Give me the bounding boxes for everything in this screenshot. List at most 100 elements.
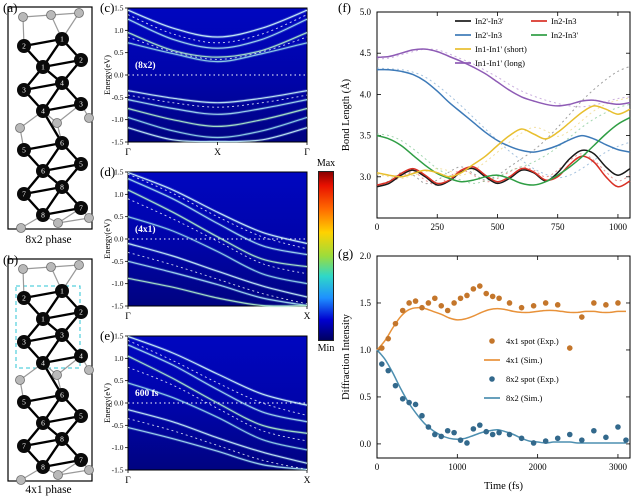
substrate-atoms [15,8,94,233]
svg-text:3: 3 [22,338,26,347]
x-axis: 0 1000 2000 3000 [375,256,628,472]
band-structure-svg-600fs: 1.5 1.0 0.5 0.0 -0.5 -1.0 -1.5Γ X Energy(eV) 600 … [102,332,311,487]
structure-8x2-svg: 2 1 1 2 3 4 4 3 5 6 6 5 7 8 8 7 [7,6,94,233]
svg-text:Time (fs): Time (fs) [484,481,523,492]
svg-text:-0.5: -0.5 [112,93,124,102]
colorbar-min-label: Min [317,343,335,354]
svg-text:0: 0 [375,222,380,232]
svg-text:600 fs: 600 fs [135,389,159,399]
svg-text:0.0: 0.0 [114,399,124,408]
svg-text:1000: 1000 [448,462,467,472]
svg-text:4: 4 [60,79,64,88]
svg-text:In2'-In3: In2'-In3 [475,30,502,40]
svg-text:2000: 2000 [529,462,548,472]
colorbar: Max Min [311,158,341,354]
svg-text:4: 4 [41,359,45,368]
svg-text:0.5: 0.5 [114,376,124,385]
x-axis: 0 250 500 750 1000 [375,12,627,232]
legend: In2'-In3' In2-In3 In2'-In3 In2-In3' In1-In1'… [455,16,578,68]
svg-text:Γ: Γ [125,312,131,322]
svg-text:Γ: Γ [125,148,131,158]
svg-text:250: 250 [430,222,444,232]
svg-text:0.5: 0.5 [114,212,124,221]
svg-text:2: 2 [79,56,83,65]
svg-text:0.0: 0.0 [114,235,124,244]
panel-d-bands: (d) 1.5 1.0 0.5 0.0 -0.5 -1.0 -1.5 Γ X Energy(eV)… [98,164,314,328]
svg-text:1.0: 1.0 [360,345,372,355]
panel-label-b: (b) [3,252,19,267]
svg-text:X: X [304,476,311,486]
svg-text:(8x2): (8x2) [135,60,156,71]
svg-text:6: 6 [41,419,45,428]
structure-4x1-svg: 2 1 1 2 3 3 4 4 5 6 6 5 7 8 8 7 [7,258,94,485]
svg-text:500: 500 [491,222,505,232]
svg-text:1.0: 1.0 [114,354,124,363]
phase-caption-4x1: 4x1 phase [25,484,72,496]
svg-text:7: 7 [22,190,26,199]
svg-text:-1.5: -1.5 [112,138,124,147]
chart-plot-area [376,11,631,219]
svg-text:4x1 spot (Exp.): 4x1 spot (Exp.) [506,336,559,346]
svg-text:-1.0: -1.0 [112,279,124,288]
svg-text:1.0: 1.0 [114,26,124,35]
svg-text:Γ: Γ [304,148,310,158]
svg-text:2.0: 2.0 [360,251,372,261]
svg-text:3: 3 [60,331,64,340]
svg-text:6: 6 [41,167,45,176]
svg-text:1: 1 [60,287,64,296]
svg-text:3000: 3000 [609,462,628,472]
colorbar-max-label: Max [316,158,336,169]
series [376,283,629,446]
svg-text:4: 4 [79,352,83,361]
svg-text:4.0: 4.0 [360,89,372,99]
legend: 4x1 spot (Exp.) 4x1 (Sim.) 8x2 spot (Exp.)… [484,336,559,403]
panel-b-structure: (b) 2 1 1 2 3 3 4 4 5 6 6 5 7 8 8 7 4x1 phase [1,252,98,500]
svg-text:6: 6 [60,391,64,400]
svg-text:8: 8 [41,463,45,472]
svg-text:1: 1 [60,35,64,44]
svg-text:7: 7 [79,456,83,465]
bond-length-chart-svg: 0 250 500 750 1000 3.0 3.5 4.0 4.5 5.0 Bond Length… [340,7,631,232]
svg-text:(4x1): (4x1) [135,224,156,235]
svg-text:1.0: 1.0 [114,190,124,199]
svg-text:2: 2 [22,42,26,51]
svg-text:8x2 (Sim.): 8x2 (Sim.) [506,393,543,403]
panel-label-a: (a) [3,0,18,15]
svg-text:-0.5: -0.5 [112,421,124,430]
svg-text:-1.0: -1.0 [112,443,124,452]
svg-text:-1.5: -1.5 [112,466,124,475]
svg-text:1.5: 1.5 [114,4,124,13]
svg-text:6: 6 [60,139,64,148]
svg-text:5: 5 [79,412,83,421]
svg-text:4x1 (Sim.): 4x1 (Sim.) [506,355,543,365]
svg-text:Bond Length (Å): Bond Length (Å) [340,78,352,151]
band-curves [127,8,308,144]
svg-text:3: 3 [79,100,83,109]
svg-text:1.5: 1.5 [114,332,124,341]
svg-text:0.5: 0.5 [360,392,372,402]
svg-text:8: 8 [60,183,64,192]
indium-atoms: 2 1 1 2 3 4 4 3 5 6 6 5 7 8 8 7 [17,32,88,222]
svg-text:750: 750 [551,222,565,232]
svg-text:0.5: 0.5 [114,48,124,57]
svg-text:In1-In1' (long): In1-In1' (long) [475,58,525,68]
svg-text:4.5: 4.5 [360,48,372,58]
svg-text:-1.0: -1.0 [112,115,124,124]
svg-text:Energy(eV): Energy(eV) [102,55,112,95]
svg-text:Energy(eV): Energy(eV) [102,383,112,423]
panel-label-f: (f) [338,0,351,15]
colorbar-gradient [318,171,334,341]
svg-text:8x2 spot (Exp.): 8x2 spot (Exp.) [506,374,559,384]
phase-caption-8x2: 8x2 phase [25,234,72,246]
svg-text:5: 5 [22,398,26,407]
svg-text:In1-In1' (short): In1-In1' (short) [475,44,527,54]
svg-text:3: 3 [22,86,26,95]
svg-text:1.5: 1.5 [360,298,372,308]
band-plot-area [127,7,308,143]
svg-text:-0.5: -0.5 [112,257,124,266]
svg-text:0: 0 [375,462,380,472]
